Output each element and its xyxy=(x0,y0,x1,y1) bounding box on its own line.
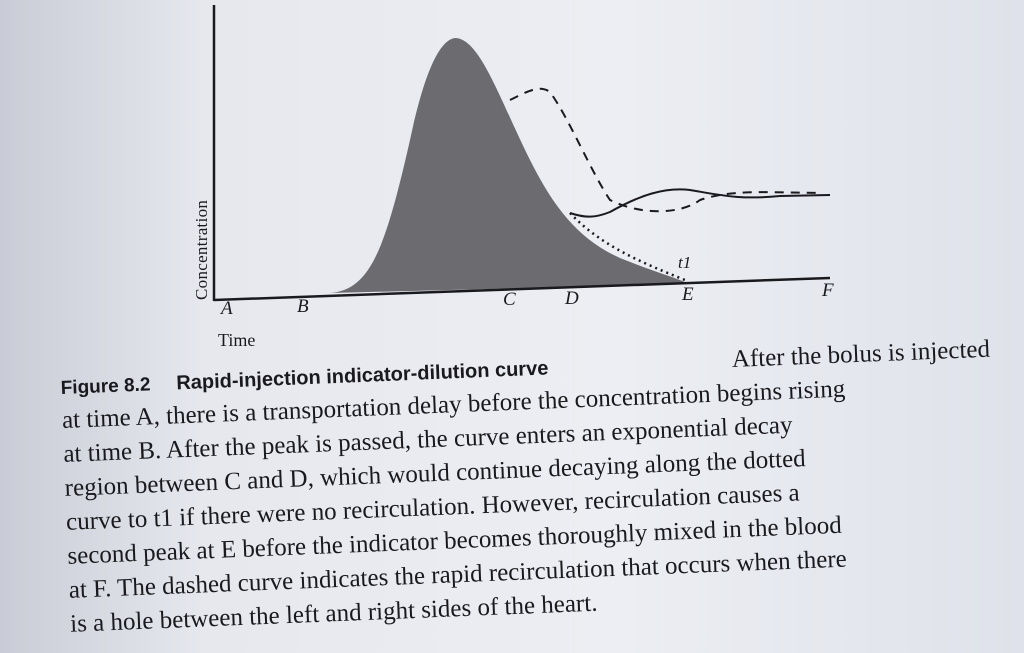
label-d: D xyxy=(565,288,579,309)
label-e: E xyxy=(682,284,694,305)
figure-caption: Figure 8.2 Rapid-injection indicator-dilu… xyxy=(60,333,1000,642)
label-a: A xyxy=(221,298,233,319)
x-axis-label: Time xyxy=(218,330,256,350)
recirculation-curve xyxy=(569,188,831,218)
label-f: F xyxy=(822,280,834,301)
figure-number: Figure 8.2 xyxy=(60,374,151,399)
dashed-recirculation-curve xyxy=(509,87,821,213)
indicator-dilution-curve-figure xyxy=(212,5,831,302)
y-axis-label: Concentration xyxy=(192,199,211,300)
x-axis xyxy=(213,276,831,302)
first-pass-area xyxy=(330,38,685,293)
label-c: C xyxy=(503,289,516,310)
label-t1: t1 xyxy=(678,253,692,272)
label-b: B xyxy=(297,296,309,317)
